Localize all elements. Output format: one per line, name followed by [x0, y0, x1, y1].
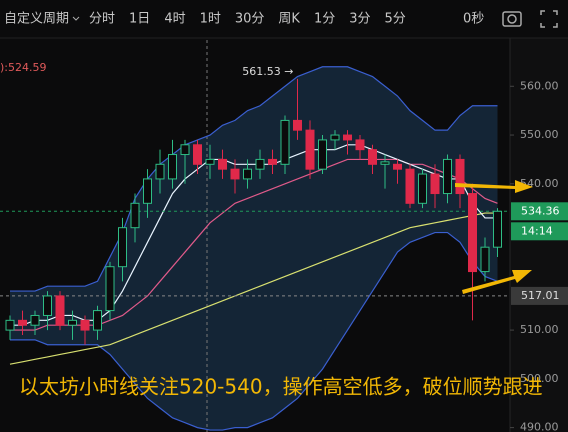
fullscreen-icon[interactable] — [540, 10, 558, 28]
candle-body — [30, 314, 40, 326]
candle-body — [105, 266, 115, 312]
candle-body — [168, 154, 177, 180]
indicator-line — [9, 212, 498, 365]
period-tab[interactable]: 1分 — [314, 12, 335, 27]
y-tick-label: 560.00 — [520, 79, 559, 92]
candle-body — [293, 119, 302, 131]
toolbar: 0秒 自定义周期 分时 1日 4时 1时 30分 周K 1分 3分 5分 — [0, 10, 568, 39]
candle-body — [193, 144, 202, 165]
candle-body — [180, 144, 190, 156]
period-tab[interactable]: 自定义周期 — [4, 12, 69, 27]
dropdown-caret — [72, 16, 80, 21]
camera-lens — [507, 14, 517, 24]
period-tab[interactable]: 5分 — [385, 12, 406, 27]
indicator-legend: ):524.59 — [0, 61, 47, 74]
candle-body — [130, 202, 140, 229]
candle-body — [418, 173, 427, 204]
arrows — [455, 180, 533, 294]
candle-body — [318, 139, 327, 170]
indicator-line — [10, 231, 498, 431]
candle-body — [368, 149, 377, 165]
high-label: 561.53 → — [242, 65, 293, 78]
candle-body — [255, 158, 265, 170]
candle-body — [155, 163, 165, 180]
candle-body — [430, 173, 440, 195]
candle-body — [218, 158, 227, 170]
indicator-line — [10, 66, 498, 292]
price-axis: 490.00500.00510.00540.00550.00560.00534.… — [510, 79, 568, 432]
indicator-line — [10, 144, 498, 326]
indicator-line — [10, 158, 498, 331]
candle-body — [468, 193, 477, 273]
candle-body — [68, 319, 77, 326]
candle-body — [493, 210, 502, 248]
price-line-tag — [511, 286, 568, 305]
candle-body — [93, 310, 102, 331]
refresh-timer[interactable]: 0秒 — [463, 12, 484, 27]
annotation: 以太坊小时线关注520-540，操作高空低多，破位顺势跟进 — [19, 375, 543, 399]
y-tick-label: 500.00 — [520, 372, 559, 385]
candle-body — [380, 161, 390, 165]
camera-body — [502, 11, 522, 27]
fullscreen-corners — [540, 10, 558, 28]
period-tab[interactable]: 3分 — [349, 12, 370, 27]
countdown-tag — [511, 222, 568, 241]
candle-body — [230, 168, 240, 180]
candle-body — [330, 134, 340, 141]
y-tick-label: 510.00 — [520, 323, 559, 336]
camera-icon[interactable] — [502, 11, 522, 27]
period-tab[interactable]: 1时 — [200, 12, 221, 27]
candle-body — [143, 178, 152, 204]
arrow-right-upper — [455, 180, 533, 193]
candle-body — [80, 319, 90, 331]
candle-body — [268, 158, 277, 165]
y-tick-label: 490.00 — [520, 421, 559, 432]
candle-body — [55, 295, 65, 326]
y-tick-label: 550.00 — [520, 128, 559, 141]
candle-body — [455, 158, 465, 195]
price-line-text: 517.01 — [521, 289, 560, 302]
candle-body — [243, 168, 252, 180]
plot: 561.53 → — [0, 40, 510, 432]
candle-body — [355, 139, 365, 151]
candle-body — [480, 246, 490, 273]
candle-body — [43, 295, 52, 316]
last-price-tag — [511, 202, 568, 221]
candle-body — [205, 158, 215, 165]
candle-body — [343, 134, 352, 141]
period-tab[interactable]: 周K — [278, 12, 300, 27]
period-tab[interactable]: 30分 — [235, 12, 265, 27]
candle-body — [443, 158, 452, 195]
candle-body — [393, 163, 402, 170]
candle-body — [280, 119, 290, 165]
period-tab[interactable]: 分时 — [89, 12, 115, 27]
period-tab[interactable]: 4时 — [164, 12, 185, 27]
candle-body — [305, 129, 315, 170]
candle-body — [5, 319, 15, 331]
candle-body — [118, 227, 127, 268]
arrow-right-lower — [462, 270, 532, 294]
candle-body — [18, 319, 27, 326]
candle-body — [405, 168, 415, 204]
last-price-text: 534.36 — [521, 204, 560, 217]
countdown-text: 14:14 — [521, 224, 553, 237]
period-tab[interactable]: 1日 — [129, 12, 150, 27]
